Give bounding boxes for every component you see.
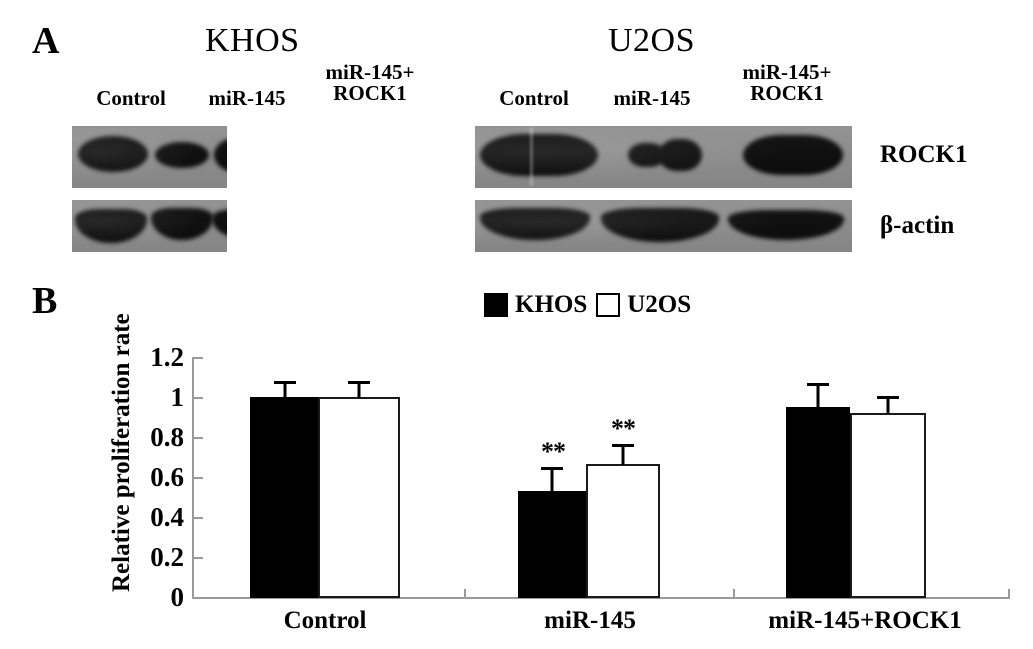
lane-label-line2: ROCK1	[333, 81, 407, 106]
chart-y-tick-0-2	[194, 557, 203, 559]
blot-band-u2os-rock1-mir145-right	[658, 139, 702, 171]
chart-y-tick-1-0	[194, 397, 203, 399]
errorbar-cap	[877, 396, 899, 399]
lane-label-line1: Control	[499, 86, 569, 110]
lane-label-khos-mir145-rock1: miR-145+ ROCK1	[309, 60, 431, 106]
chart-y-tick-0-4	[194, 517, 203, 519]
blot-band-khos-rock1-mir145	[155, 142, 209, 168]
chart-x-tick-2	[733, 589, 735, 598]
bar-control-u2os	[318, 397, 400, 598]
blot-band-u2os-rock1-control	[480, 134, 598, 176]
errorbar-cap	[807, 383, 829, 386]
panel-b-letter: B	[32, 280, 58, 322]
chart-x-label-control: Control	[283, 607, 367, 634]
errorbar-mir145-u2os	[612, 444, 634, 465]
lane-label-line1: miR-145	[208, 86, 286, 110]
blot-khos-bactin	[72, 200, 227, 252]
legend-item-khos: KHOS	[484, 291, 587, 319]
errorbar-mir145-khos	[541, 467, 563, 492]
lane-label-khos-mir145: miR-145	[192, 86, 302, 110]
errorbar-stem	[621, 444, 625, 465]
errorbar-stem	[886, 396, 890, 414]
blot-khos-rock1	[72, 126, 227, 188]
blot-band-khos-rock1-control	[78, 136, 148, 172]
bar-mir145-rock1-u2os	[850, 413, 926, 598]
lane-label-line2: ROCK1	[750, 81, 824, 106]
chart-y-tick-label-0-4: 0.4	[150, 502, 184, 532]
legend-label-u2os: U2OS	[627, 291, 692, 318]
lane-label-line1: miR-145+	[325, 60, 415, 84]
cellline-title-khos: KHOS	[205, 22, 300, 59]
chart-y-tick-label-0: 0	[170, 582, 185, 612]
lane-label-line1: Control	[96, 86, 166, 110]
chart-y-tick-label-0-2: 0.2	[150, 542, 184, 572]
significance-mark-mir145-khos: **	[541, 437, 566, 466]
cellline-title-u2os: U2OS	[608, 22, 696, 59]
lane-label-line1: miR-145+	[742, 60, 832, 84]
chart-y-tick-0-6	[194, 477, 203, 479]
errorbar-stem	[283, 381, 287, 398]
chart-y-tick-0-8	[194, 437, 203, 439]
chart-x-label-mir145-rock1: miR-145+ROCK1	[768, 607, 962, 634]
chart-y-tick-label-1-0: 1	[170, 382, 185, 412]
legend-swatch-khos-icon	[484, 293, 508, 317]
chart-y-tick-1-2	[194, 357, 203, 359]
blot-streak-u2os-rock1	[530, 128, 533, 186]
errorbar-cap	[612, 444, 634, 447]
chart-y-tick-label-0-6: 0.6	[150, 462, 184, 492]
chart-x-axis-line	[192, 597, 1010, 599]
panel-a-letter: A	[32, 20, 60, 62]
significance-mark-mir145-u2os: **	[611, 414, 636, 443]
lane-label-u2os-mir145: miR-145	[597, 86, 707, 110]
blot-band-u2os-rock1-mir145-rock1	[743, 135, 843, 175]
chart-x-tick-1	[464, 589, 466, 598]
blot-row-label-bactin: β-actin	[880, 212, 955, 239]
errorbar-mir145-rock1-u2os	[877, 396, 899, 414]
bar-mir145-khos	[518, 491, 586, 598]
errorbar-control-khos	[274, 381, 296, 398]
blot-u2os-bactin	[475, 200, 852, 252]
errorbar-cap	[541, 467, 563, 470]
bar-control-khos	[250, 397, 319, 598]
chart-x-tick-3	[1008, 589, 1010, 598]
blot-row-label-rock1: ROCK1	[880, 141, 968, 168]
chart-y-tick-label-0-8: 0.8	[150, 422, 184, 452]
chart-x-label-mir145: miR-145	[544, 607, 636, 634]
lane-label-u2os-mir145-rock1: miR-145+ ROCK1	[726, 60, 848, 106]
blot-band-khos-rock1-mir145-rock1	[214, 137, 227, 173]
bar-mir145-rock1-khos	[786, 407, 850, 598]
errorbar-control-u2os	[348, 381, 370, 398]
chart-y-axis-line	[192, 357, 194, 599]
lane-label-u2os-control: Control	[482, 86, 586, 110]
lane-label-khos-control: Control	[79, 86, 183, 110]
errorbar-stem	[816, 383, 820, 408]
legend-label-khos: KHOS	[515, 291, 588, 318]
lane-label-line1: miR-145	[613, 86, 691, 110]
chart-y-tick-label-1-2: 1.2	[150, 342, 184, 372]
blot-u2os-rock1	[475, 126, 852, 188]
errorbar-stem	[550, 467, 554, 492]
errorbar-cap	[274, 381, 296, 384]
legend-swatch-u2os-icon	[596, 293, 621, 317]
legend-item-u2os: U2OS	[596, 291, 691, 319]
errorbar-stem	[357, 381, 361, 398]
errorbar-cap	[348, 381, 370, 384]
chart-legend: KHOS U2OS	[484, 291, 691, 319]
bar-mir145-u2os	[586, 464, 660, 598]
errorbar-mir145-rock1-khos	[807, 383, 829, 408]
